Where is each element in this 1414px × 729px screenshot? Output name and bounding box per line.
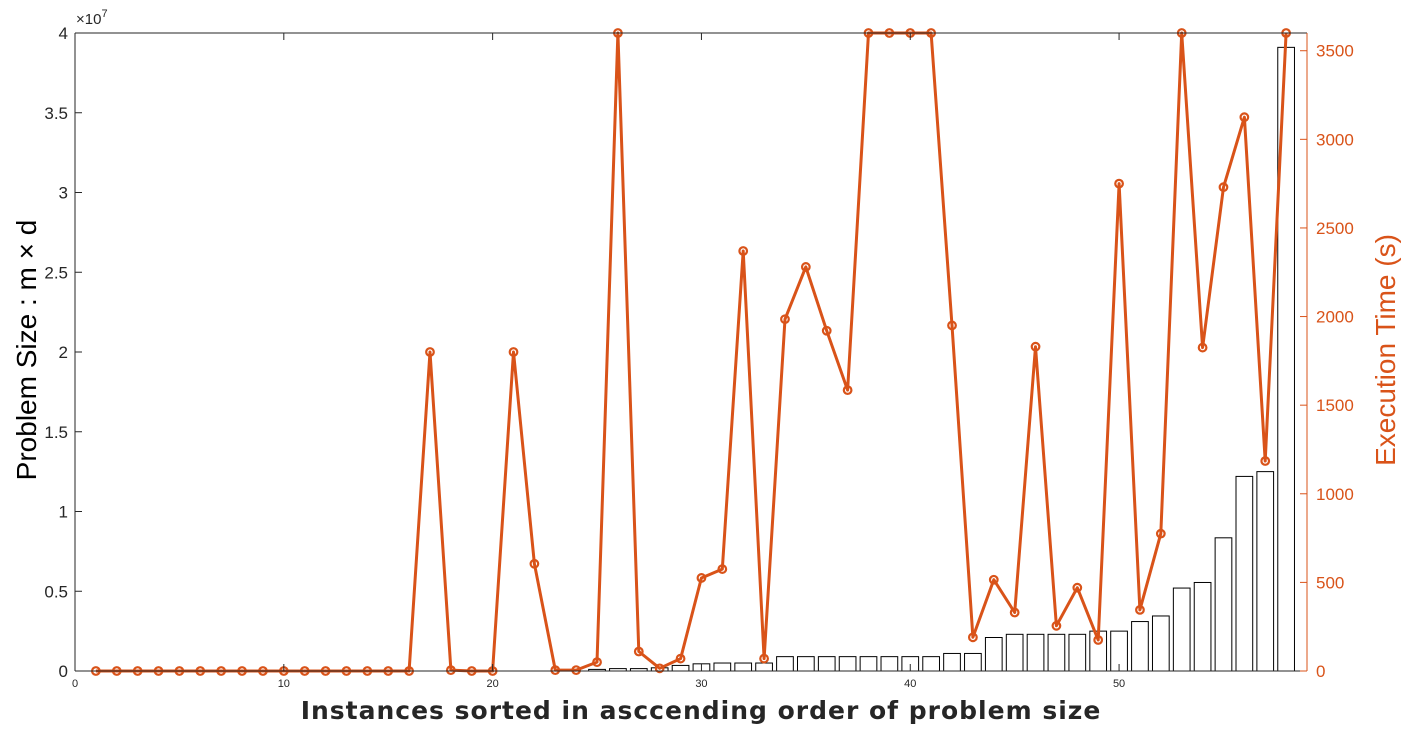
line-point: [780, 314, 790, 325]
left-axis-exponent-power: 7: [101, 8, 107, 20]
y-right-tick-label: 0: [1316, 662, 1325, 681]
bar: [796, 656, 815, 672]
bar: [755, 662, 773, 672]
x-tick-label: 0: [72, 678, 78, 690]
bar: [1068, 633, 1087, 672]
line-point: [571, 665, 582, 676]
y-left-tick-label: 0.5: [44, 582, 68, 601]
line-point: [967, 632, 978, 643]
line-point: [1135, 604, 1145, 615]
y-left-tick-label: 2.5: [44, 263, 68, 282]
bar: [1172, 587, 1191, 672]
left-axis-exponent: ×107: [76, 8, 108, 28]
line-point: [738, 246, 749, 256]
bar: [1026, 633, 1045, 672]
line-point: [1155, 528, 1166, 539]
bar: [1005, 633, 1024, 672]
line-point: [1072, 582, 1083, 593]
line-point: [445, 665, 456, 676]
y-left-tick-label: 0: [59, 662, 68, 681]
y-right-tick-label: 3000: [1316, 130, 1354, 149]
line-point: [1051, 620, 1062, 631]
line-point: [1114, 178, 1124, 189]
x-tick-label: 10: [278, 678, 290, 690]
bar: [713, 662, 732, 672]
bar: [776, 656, 794, 672]
bar: [734, 662, 753, 672]
line-point: [508, 347, 519, 357]
line-series: [90, 28, 1292, 676]
y-axis-label-right: Execution Time (s): [1370, 234, 1401, 466]
line-point: [1197, 342, 1208, 353]
bar: [1256, 471, 1275, 672]
y-left-tick-label: 1.5: [44, 423, 68, 442]
line-point: [550, 665, 561, 676]
line-point: [529, 558, 540, 569]
y-right-tick-label: 2000: [1316, 308, 1354, 327]
line-point: [800, 262, 811, 272]
line-point: [592, 657, 602, 668]
y-right-tick-label: 3500: [1316, 42, 1354, 61]
line-point: [759, 653, 769, 664]
line-point: [1218, 182, 1229, 193]
line-point: [654, 663, 665, 674]
y-left-tick-label: 4: [59, 24, 68, 43]
line-point: [1093, 635, 1104, 645]
bar: [1235, 475, 1254, 672]
x-tick-label: 30: [695, 678, 707, 690]
ticks: 0 10 20 30 40 5000.511.522.533.54050010001500…: [44, 24, 1353, 690]
bar: [984, 637, 1003, 672]
line-point: [696, 573, 707, 583]
y-left-tick-label: 3.5: [44, 104, 68, 123]
line-point: [988, 574, 999, 585]
x-tick-label: 20: [487, 678, 499, 690]
execution-time-line: [95, 31, 1288, 673]
y-right-tick-label: 2500: [1316, 219, 1354, 238]
y-left-tick-label: 1: [59, 503, 68, 522]
line-point: [675, 653, 686, 664]
line-point: [821, 325, 832, 336]
bar-series: [588, 46, 1295, 672]
bar: [943, 652, 961, 672]
line-point: [1030, 341, 1041, 352]
bar: [1131, 621, 1149, 672]
y-axis-label-left: Problem Size : m × d: [11, 220, 42, 481]
x-tick-label: 50: [1113, 678, 1125, 690]
line-point: [947, 320, 957, 331]
axes: [74, 32, 1308, 672]
bar: [880, 656, 899, 672]
bar: [1047, 633, 1066, 672]
y-right-tick-label: 500: [1316, 573, 1344, 592]
line-point: [1260, 456, 1271, 466]
bar: [859, 656, 878, 672]
bar: [1193, 581, 1212, 672]
bar: [671, 664, 690, 672]
bar: [964, 652, 982, 672]
y-right-tick-label: 1500: [1316, 396, 1354, 415]
line-point: [1009, 607, 1020, 618]
line-point: [717, 564, 728, 574]
bar: [1214, 537, 1233, 672]
y-right-tick-label: 1000: [1316, 485, 1354, 504]
bar: [1151, 615, 1170, 672]
line-point: [1239, 112, 1250, 123]
bar: [922, 656, 940, 672]
bar: [838, 656, 857, 672]
line-point: [425, 347, 435, 357]
line-point: [842, 385, 853, 396]
x-axis-label: Instances sorted in asccending order of …: [301, 696, 1102, 725]
bar: [817, 656, 836, 672]
y-left-tick-label: 3: [59, 184, 68, 203]
line-point: [633, 646, 644, 657]
x-tick-label: 40: [904, 678, 916, 690]
y-left-tick-label: 2: [59, 343, 68, 362]
